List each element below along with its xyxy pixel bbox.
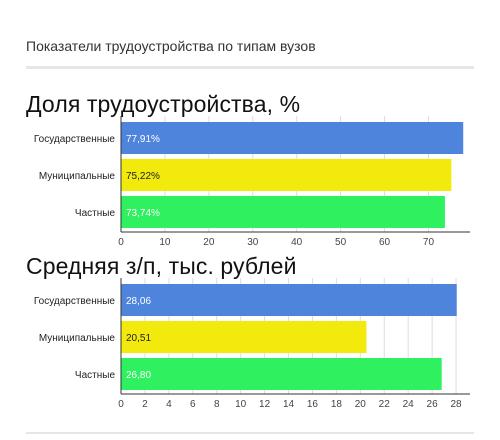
x-tick-label: 10 bbox=[235, 399, 247, 410]
x-tick-label: 6 bbox=[190, 399, 196, 410]
category-label: Частные bbox=[75, 208, 116, 219]
x-tick-label: 20 bbox=[355, 399, 367, 410]
bar-municipal[interactable] bbox=[121, 159, 452, 191]
category-label: Муниципальные bbox=[39, 171, 116, 182]
category-label: Государственные bbox=[34, 296, 116, 307]
x-tick-label: 26 bbox=[427, 399, 439, 410]
employment-chart-title: Доля трудоустройства, % bbox=[26, 91, 301, 117]
bar-private[interactable] bbox=[121, 196, 445, 228]
x-tick-label: 14 bbox=[283, 399, 295, 410]
value-label: 75,22% bbox=[126, 171, 160, 182]
bar-state[interactable] bbox=[121, 122, 464, 154]
x-tick-label: 24 bbox=[403, 399, 415, 410]
salary-chart: 0 2 4 6 8 10 12 14 16 18 20 22 24 26 28Государственные… bbox=[34, 278, 470, 410]
x-tick-label: 30 bbox=[247, 237, 259, 248]
category-label: Муниципальные bbox=[39, 333, 116, 344]
widget-title: Показатели трудоустройства по типам вузо… bbox=[26, 38, 316, 54]
x-tick-label: 2 bbox=[142, 399, 148, 410]
x-tick-label: 22 bbox=[379, 399, 391, 410]
value-label: 28,06 bbox=[126, 296, 151, 307]
x-tick-label: 60 bbox=[379, 237, 391, 248]
x-tick-label: 0 bbox=[118, 237, 124, 248]
salary-chart-title: Средняя з/п, тыс. рублей bbox=[26, 253, 297, 279]
x-tick-label: 10 bbox=[159, 237, 171, 248]
x-tick-label: 40 bbox=[291, 237, 303, 248]
bar-private[interactable] bbox=[121, 358, 442, 390]
value-label: 73,74% bbox=[126, 208, 160, 219]
x-tick-label: 4 bbox=[166, 399, 172, 410]
x-tick-label: 8 bbox=[214, 399, 220, 410]
value-label: 26,80 bbox=[126, 370, 151, 381]
bar-municipal[interactable] bbox=[121, 321, 367, 353]
value-label: 77,91% bbox=[126, 134, 160, 145]
employment-rate-chart: 0 10 20 30 40 50 60 70 Государственные 77,91% Муни… bbox=[34, 116, 470, 248]
x-tick-label: 70 bbox=[423, 237, 435, 248]
x-tick-label: 0 bbox=[118, 399, 124, 410]
x-tick-label: 18 bbox=[331, 399, 343, 410]
value-label: 20,51 bbox=[126, 333, 151, 344]
x-tick-label: 12 bbox=[259, 399, 271, 410]
category-label: Государственные bbox=[34, 134, 116, 145]
top-divider bbox=[26, 66, 474, 69]
bottom-divider bbox=[26, 432, 474, 434]
bar-state[interactable] bbox=[121, 284, 457, 316]
x-tick-label: 16 bbox=[307, 399, 319, 410]
x-tick-label: 28 bbox=[450, 399, 462, 410]
x-tick-label: 50 bbox=[335, 237, 347, 248]
category-label: Частные bbox=[75, 370, 116, 381]
x-tick-label: 20 bbox=[203, 237, 215, 248]
